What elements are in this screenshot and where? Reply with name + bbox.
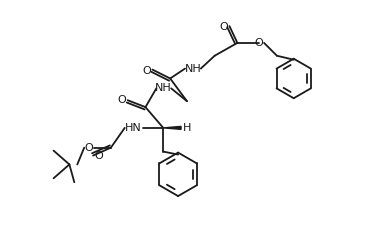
Text: NH: NH [155,83,172,93]
Text: O: O [219,22,228,32]
Text: HN: HN [125,123,142,133]
Text: O: O [142,66,151,76]
Text: O: O [95,151,103,160]
Text: H: H [183,123,191,133]
Text: O: O [85,143,94,153]
Polygon shape [163,126,181,129]
Text: NH: NH [185,63,201,74]
Text: O: O [117,95,126,105]
Text: O: O [255,38,263,48]
